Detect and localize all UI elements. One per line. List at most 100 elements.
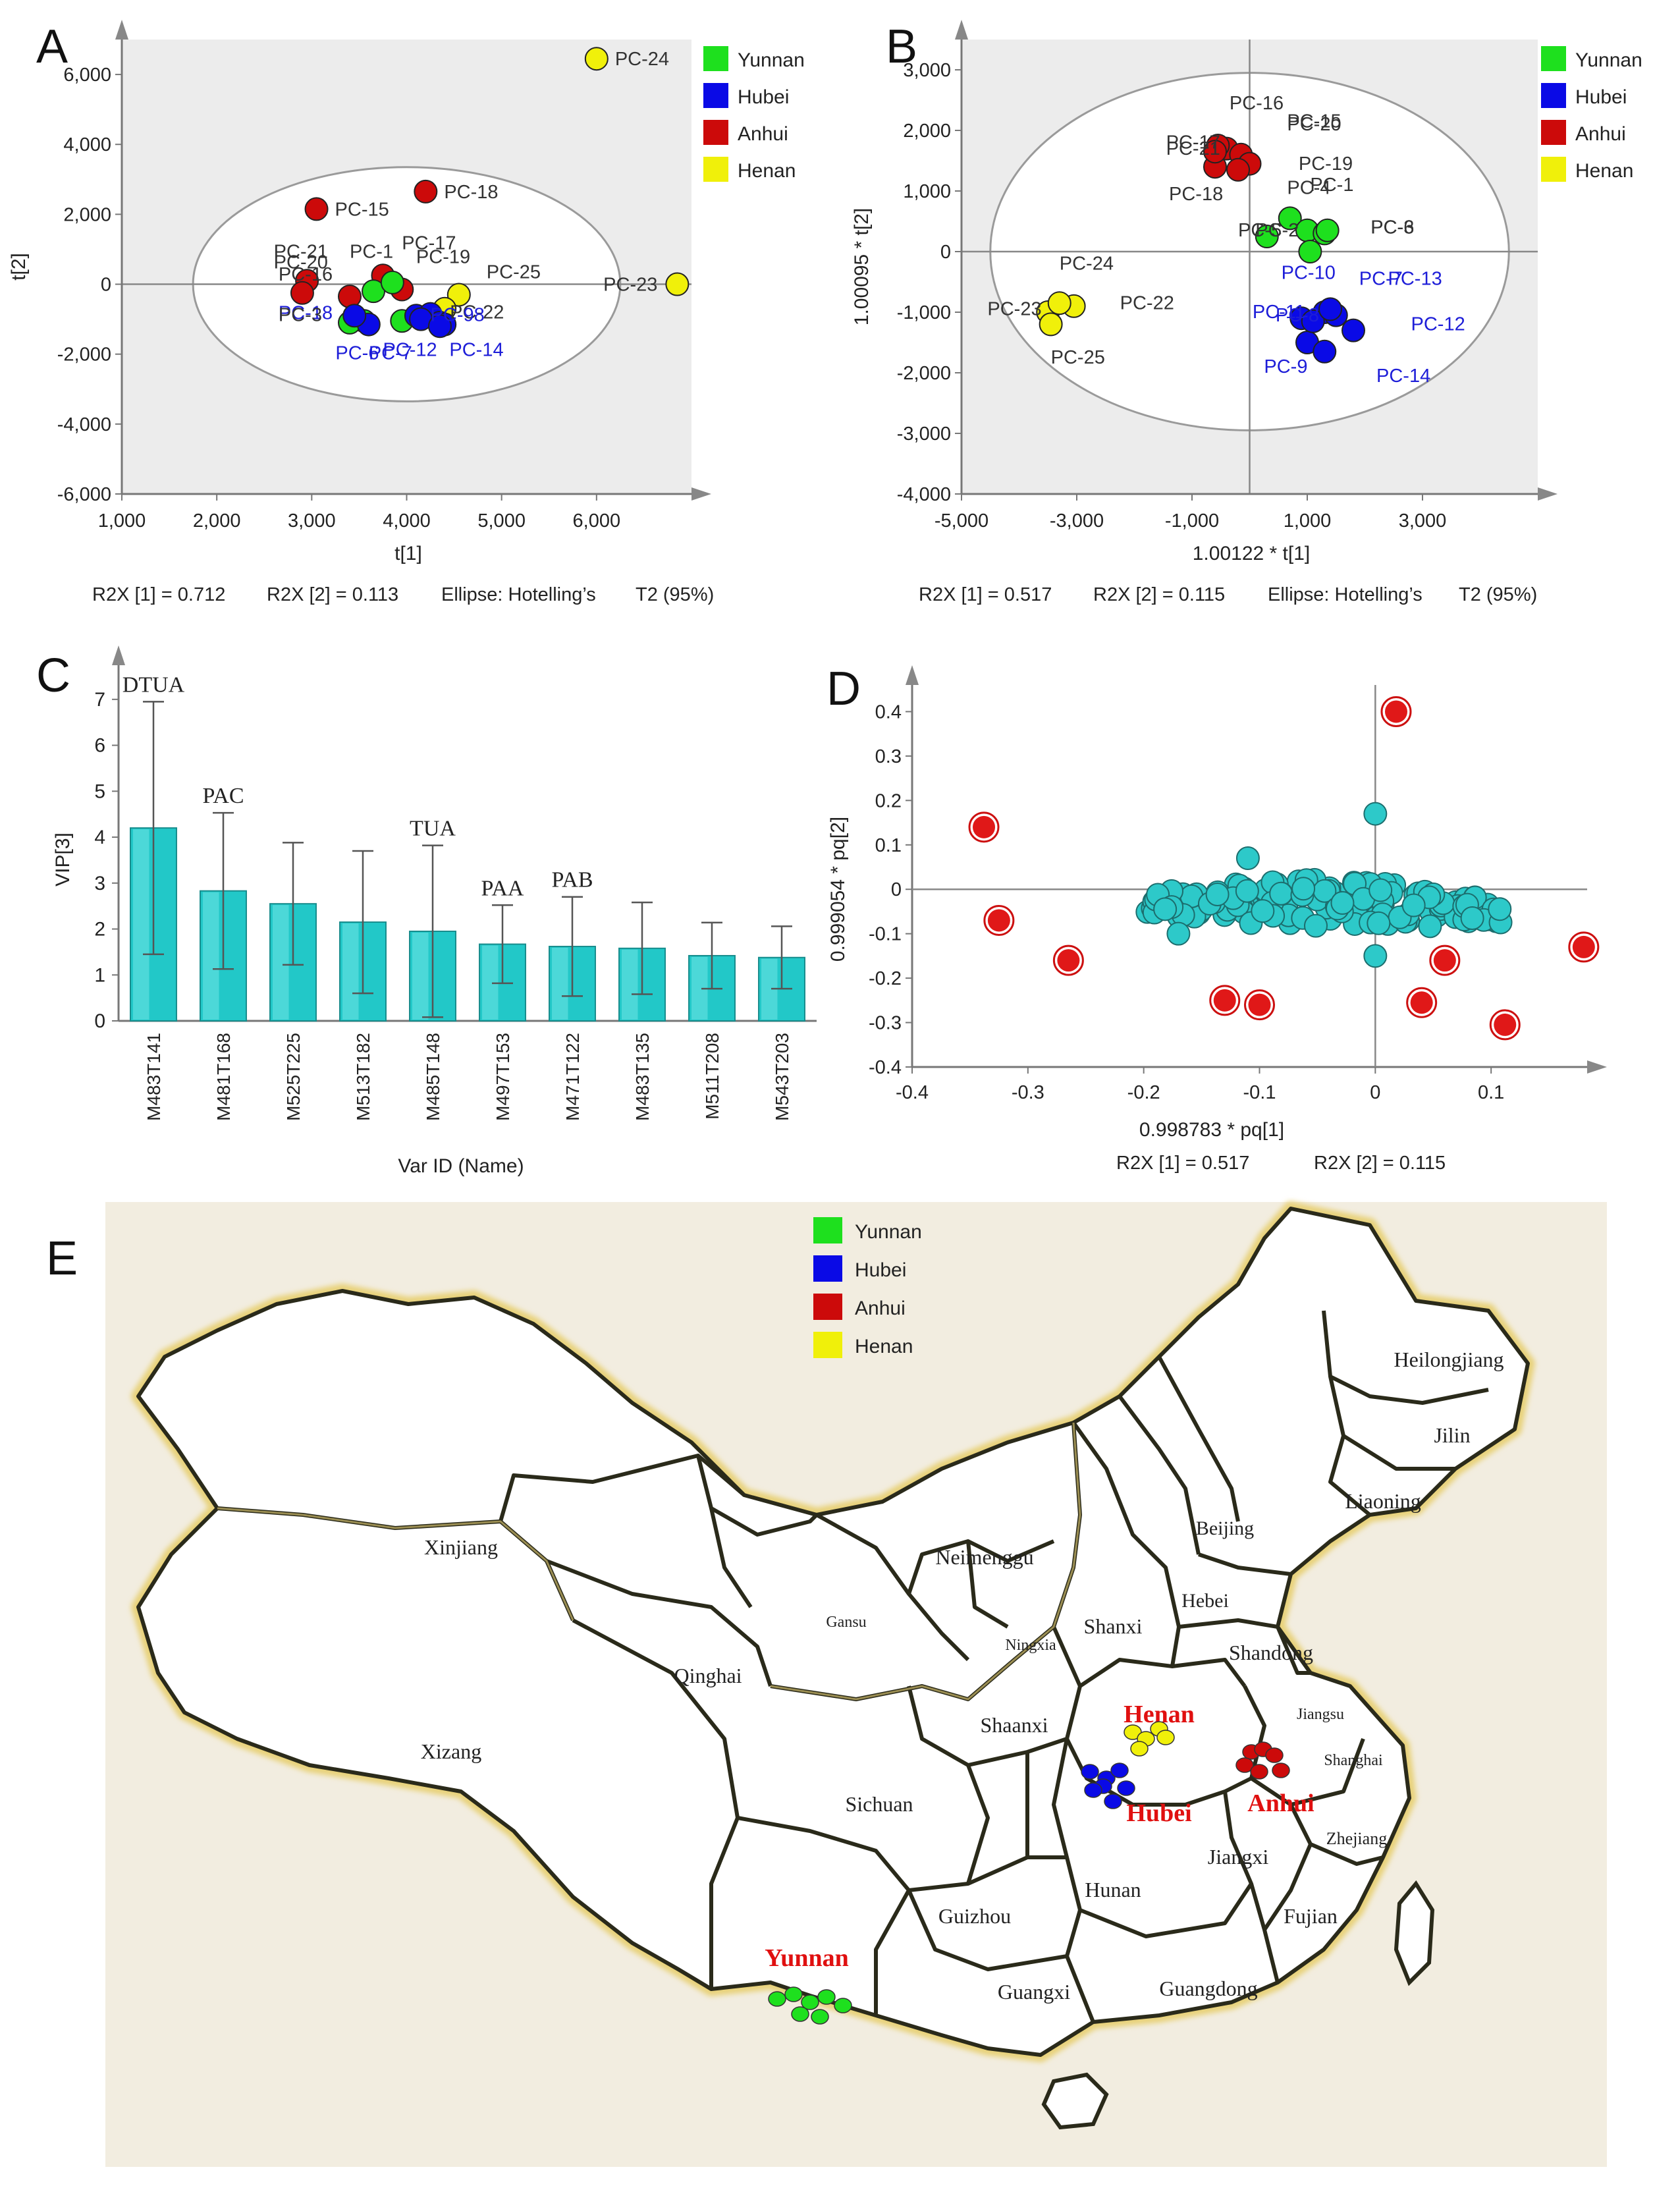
panel-a-ylabel: t[2] bbox=[8, 253, 30, 281]
marker-variable-point bbox=[1410, 991, 1433, 1014]
overlapping-point-label: PC-18 bbox=[1169, 184, 1223, 205]
province-label-xizang: Xizang bbox=[421, 1739, 481, 1763]
score-point-pc-25 bbox=[1039, 312, 1063, 337]
province-boundary-highlight bbox=[217, 1422, 1081, 1701]
y-tick-label: 1 bbox=[94, 964, 105, 986]
legend-label-hubei: Hubei bbox=[1575, 86, 1627, 108]
y-tick-label: -0.2 bbox=[869, 968, 902, 989]
sampling-site-yunnan bbox=[768, 1991, 786, 2007]
sampling-site-yunnan bbox=[784, 1986, 803, 2002]
overlapping-point-label: PC-23 bbox=[987, 299, 1041, 320]
marker-variable-point bbox=[1213, 989, 1236, 1012]
y-tick-label: 3,000 bbox=[903, 60, 951, 81]
point-label-pc-23: PC-23 bbox=[603, 275, 657, 296]
overlapping-point-label: PC-11 bbox=[1253, 302, 1305, 323]
sampling-site-anhui bbox=[1272, 1762, 1290, 1778]
point-label-pc-15: PC-15 bbox=[335, 199, 389, 220]
loading-point bbox=[1418, 914, 1442, 939]
x-tick-label: 1,000 bbox=[98, 510, 146, 532]
loading-point bbox=[1235, 879, 1259, 903]
panel-a-xlabel: t[1] bbox=[394, 543, 422, 564]
taiwan-island bbox=[1394, 1880, 1435, 1986]
overlapping-point-label: PC-16 bbox=[1230, 93, 1284, 114]
score-point-pc-6 bbox=[1315, 218, 1340, 242]
x-axis-arrow bbox=[1587, 1060, 1607, 1074]
overlapping-point-label: PC-2 bbox=[1255, 220, 1299, 241]
overlapping-point-label: PC-5 bbox=[1238, 220, 1282, 241]
overlapping-point-label: PC-19 bbox=[416, 247, 470, 268]
loading-point bbox=[1166, 921, 1191, 946]
province-label-jiangxi: Jiangxi bbox=[1208, 1845, 1269, 1869]
x-tick-label: -0.2 bbox=[1127, 1082, 1160, 1103]
province-label-guangdong: Guangdong bbox=[1159, 1977, 1257, 2000]
overlapping-point-label: PC-19 bbox=[1299, 153, 1353, 175]
x-tick-label: 3,000 bbox=[1399, 510, 1447, 532]
legend-swatch-henan bbox=[703, 157, 728, 182]
vip-bar-highlight bbox=[622, 949, 638, 1020]
panel-d-footer-r2x2: R2X [2] = 0.115 bbox=[1314, 1153, 1446, 1174]
point-label-pc-25: PC-25 bbox=[487, 261, 541, 283]
point-label-pc-18: PC-18 bbox=[444, 182, 498, 203]
loading-point bbox=[1330, 890, 1355, 915]
overlapping-point-label: PC-24 bbox=[1060, 254, 1114, 275]
y-tick-label: 0.1 bbox=[875, 835, 902, 856]
panel-c: C 0 1 2 3 4 5 6 7 M483T141 DTUA M481T168 PAC M525T2… bbox=[36, 645, 817, 1177]
loading-point bbox=[1304, 914, 1328, 938]
y-tick-label: 2,000 bbox=[63, 204, 111, 225]
legend-swatch-anhui bbox=[703, 120, 728, 145]
sampling-site-yunnan bbox=[817, 1989, 836, 2005]
sampling-site-hubei bbox=[1117, 1780, 1135, 1796]
loading-point bbox=[1488, 897, 1512, 921]
loading-point bbox=[1460, 906, 1484, 930]
y-tick-label: -4,000 bbox=[897, 484, 951, 505]
panel-a-legend: Yunnan Hubei Anhui Henan bbox=[703, 46, 805, 182]
region-label-hubei: Hubei bbox=[1126, 1799, 1191, 1827]
province-label-neimenggu: Neimenggu bbox=[935, 1545, 1033, 1569]
province-label-xinjiang: Xinjiang bbox=[424, 1535, 498, 1559]
category-label-m483t141: M483T141 bbox=[144, 1033, 164, 1121]
score-point-pc-12 bbox=[1341, 318, 1365, 342]
compound-annotation: DTUA bbox=[122, 672, 185, 697]
province-label-jiangsu: Jiangsu bbox=[1297, 1706, 1344, 1723]
marker-variable-point bbox=[1384, 700, 1407, 723]
loading-point bbox=[1251, 899, 1275, 923]
province-label-hunan: Hunan bbox=[1085, 1878, 1141, 1901]
overlapping-point-label: PC-12 bbox=[383, 339, 437, 360]
category-label-m543t203: M543T203 bbox=[772, 1033, 792, 1121]
panel-c-xlabel: Var ID (Name) bbox=[398, 1155, 524, 1177]
vip-bar-highlight bbox=[203, 892, 219, 1020]
score-point-pc-5 bbox=[1298, 240, 1322, 263]
province-label-hebei: Hebei bbox=[1181, 1590, 1229, 1612]
province-label-guangxi: Guangxi bbox=[998, 1980, 1070, 2004]
legend-label-hubei: Hubei bbox=[738, 86, 789, 108]
y-tick-label: 4,000 bbox=[63, 134, 111, 155]
sampling-site-yunnan bbox=[834, 1998, 852, 2013]
score-point-pc-20 bbox=[290, 281, 314, 305]
sampling-site-hubei bbox=[1104, 1793, 1122, 1809]
loading-point bbox=[1205, 882, 1230, 906]
panel-b: B -5,000 -3,000 -1,000 1,000 3,000 -4,000 -3,0… bbox=[851, 20, 1642, 605]
overlapping-point-label: PC-4 bbox=[1287, 178, 1330, 199]
y-tick-label: 1,000 bbox=[903, 181, 951, 202]
overlapping-point-label: PC-21 bbox=[274, 242, 328, 263]
overlapping-point-label: PC-22 bbox=[1120, 292, 1174, 314]
province-label-shanghai: Shanghai bbox=[1324, 1752, 1383, 1769]
province-label-shanxi: Shanxi bbox=[1084, 1614, 1143, 1638]
y-tick-label: -2,000 bbox=[897, 363, 951, 384]
overlapping-point-label: PC-7 bbox=[369, 343, 412, 364]
category-label-m471t122: M471T122 bbox=[562, 1033, 583, 1121]
panel-d-xlabel: 0.998783 * pq[1] bbox=[1139, 1119, 1284, 1141]
compound-annotation: PAA bbox=[481, 876, 524, 900]
score-point-pc-18 bbox=[414, 179, 438, 204]
panel-d-letter: D bbox=[826, 663, 861, 715]
x-tick-label: 6,000 bbox=[573, 510, 621, 532]
x-tick-label: -3,000 bbox=[1050, 510, 1104, 532]
loading-point bbox=[1363, 944, 1388, 968]
score-point-pc-24 bbox=[584, 47, 609, 71]
map-legend-swatch-anhui bbox=[813, 1294, 842, 1320]
vip-bar-highlight bbox=[412, 933, 429, 1020]
sampling-site-yunnan bbox=[791, 2006, 809, 2022]
x-tick-label: 4,000 bbox=[383, 510, 431, 532]
y-tick-label: 0 bbox=[101, 275, 111, 296]
